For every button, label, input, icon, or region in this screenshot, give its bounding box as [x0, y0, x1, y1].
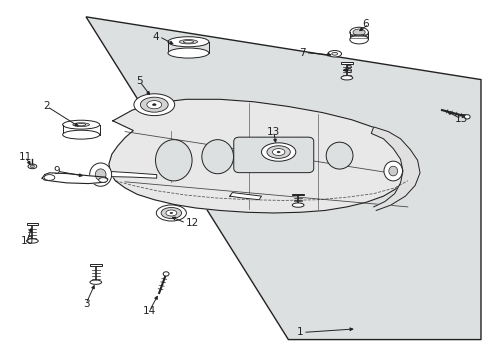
Ellipse shape: [28, 164, 37, 169]
Polygon shape: [109, 99, 414, 213]
Ellipse shape: [325, 142, 352, 169]
Polygon shape: [370, 127, 419, 211]
Ellipse shape: [73, 123, 89, 127]
Ellipse shape: [140, 97, 168, 112]
Text: 6: 6: [362, 19, 368, 29]
Ellipse shape: [89, 163, 111, 186]
Ellipse shape: [134, 94, 174, 116]
FancyBboxPatch shape: [233, 137, 313, 173]
Ellipse shape: [349, 27, 367, 37]
Ellipse shape: [62, 120, 100, 129]
Ellipse shape: [340, 76, 352, 80]
Text: 15: 15: [454, 114, 467, 124]
Ellipse shape: [331, 52, 337, 55]
Ellipse shape: [183, 41, 193, 43]
Ellipse shape: [62, 130, 100, 139]
Ellipse shape: [167, 48, 208, 58]
Text: 7: 7: [298, 48, 305, 58]
Ellipse shape: [167, 37, 208, 47]
Ellipse shape: [30, 165, 35, 168]
Ellipse shape: [26, 239, 38, 243]
Text: 1: 1: [296, 327, 303, 337]
Text: 4: 4: [152, 32, 159, 41]
Ellipse shape: [76, 123, 85, 126]
Text: 3: 3: [82, 299, 89, 309]
Ellipse shape: [202, 140, 233, 174]
Text: 10: 10: [21, 236, 34, 246]
Ellipse shape: [266, 146, 290, 158]
Text: 11: 11: [19, 152, 32, 162]
Ellipse shape: [156, 205, 186, 221]
Text: 14: 14: [142, 306, 156, 316]
Ellipse shape: [163, 272, 169, 276]
Polygon shape: [42, 173, 108, 184]
Ellipse shape: [44, 175, 55, 180]
Ellipse shape: [146, 100, 162, 109]
Ellipse shape: [277, 151, 280, 153]
Polygon shape: [91, 171, 157, 178]
Ellipse shape: [90, 280, 102, 284]
Ellipse shape: [161, 207, 181, 219]
Ellipse shape: [352, 29, 365, 36]
FancyBboxPatch shape: [292, 194, 304, 195]
Ellipse shape: [383, 161, 402, 181]
Ellipse shape: [292, 203, 304, 207]
Ellipse shape: [179, 40, 197, 44]
Text: 9: 9: [53, 166, 60, 176]
Text: 12: 12: [185, 218, 199, 228]
FancyBboxPatch shape: [90, 265, 102, 266]
Ellipse shape: [99, 178, 107, 182]
Ellipse shape: [95, 169, 106, 180]
Text: 13: 13: [266, 127, 280, 136]
Text: 5: 5: [136, 76, 142, 86]
Ellipse shape: [349, 35, 367, 44]
Ellipse shape: [463, 115, 469, 119]
FancyBboxPatch shape: [340, 62, 352, 64]
Ellipse shape: [272, 149, 285, 156]
Ellipse shape: [327, 50, 341, 57]
FancyBboxPatch shape: [26, 223, 38, 225]
Ellipse shape: [261, 143, 295, 161]
Ellipse shape: [170, 212, 172, 214]
Text: 8: 8: [345, 64, 351, 75]
Ellipse shape: [152, 104, 156, 106]
Polygon shape: [229, 193, 261, 200]
Ellipse shape: [155, 140, 192, 181]
Text: 2: 2: [43, 102, 50, 112]
Polygon shape: [86, 17, 480, 339]
Ellipse shape: [165, 210, 177, 216]
Ellipse shape: [388, 166, 397, 176]
